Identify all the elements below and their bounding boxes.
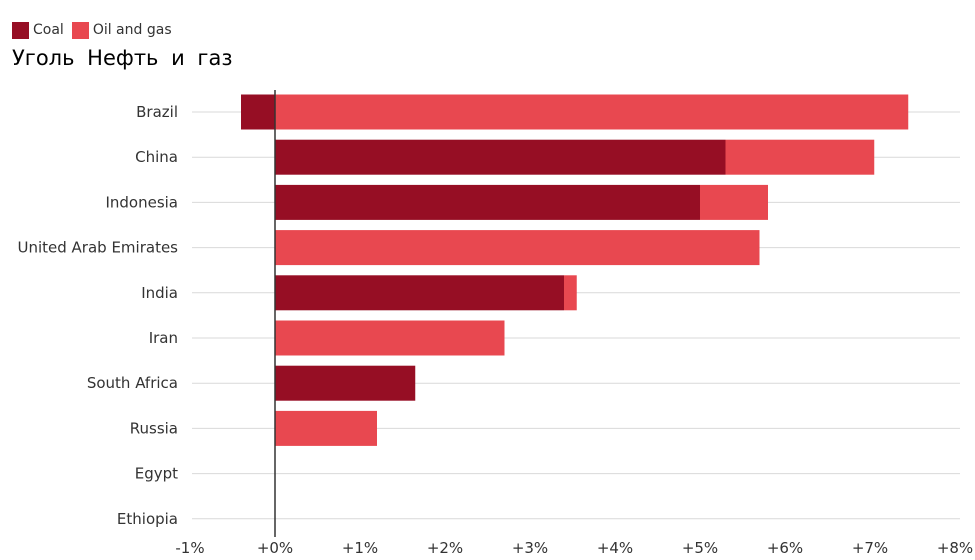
category-label-united-arab-emirates: United Arab Emirates xyxy=(17,239,178,257)
legend-item-coal: Coal xyxy=(12,21,64,39)
bar-iran-oil-and-gas xyxy=(275,320,505,356)
bar-south-africa-coal xyxy=(275,365,416,401)
category-label-egypt: Egypt xyxy=(135,465,178,483)
x-tick-7: +7% xyxy=(852,539,888,557)
bar-china-oil-and-gas xyxy=(725,139,875,175)
bars xyxy=(241,94,909,446)
x-tick-6: +6% xyxy=(767,539,803,557)
x-tick-5: +5% xyxy=(682,539,718,557)
legend-label-oil-gas: Oil and gas xyxy=(92,22,172,38)
bar-china-coal xyxy=(275,139,726,175)
category-label-china: China xyxy=(135,148,178,166)
category-label-indonesia: Indonesia xyxy=(105,193,178,211)
x-tick-4: +4% xyxy=(597,539,633,557)
x-tick-3: +3% xyxy=(512,539,548,557)
x-tick-1: +1% xyxy=(342,539,378,557)
x-tick-2: +2% xyxy=(427,539,463,557)
bar-united-arab-emirates-oil-and-gas xyxy=(275,230,760,266)
legend-swatch-oil-gas xyxy=(71,21,89,39)
x-tick-labels: -1% +0% +1% +2% +3% +4% +5% +6% +7% +8% xyxy=(175,539,973,557)
bar-india-coal xyxy=(275,275,564,311)
x-tick-8: +8% xyxy=(937,539,973,557)
legend-label-coal: Coal xyxy=(33,22,64,38)
x-tick-1-neg: -1% xyxy=(175,539,204,557)
category-label-russia: Russia xyxy=(130,419,178,437)
category-label-iran: Iran xyxy=(149,329,178,347)
bar-indonesia-oil-and-gas xyxy=(700,184,768,220)
bar-indonesia-coal xyxy=(275,184,700,220)
legend-swatch-coal xyxy=(12,21,29,39)
bar-russia-oil-and-gas xyxy=(275,410,377,446)
legend: Coal Oil and gas xyxy=(12,20,180,40)
bar-india-oil-and-gas xyxy=(564,275,577,311)
subtitle: Уголь Нефть и газ xyxy=(12,46,233,70)
x-tick-0: +0% xyxy=(257,539,293,557)
category-labels: Brazil China Indonesia United Arab Emirates… xyxy=(17,103,178,528)
category-label-india: India xyxy=(141,284,178,302)
category-label-brazil: Brazil xyxy=(136,103,178,121)
category-label-ethiopia: Ethiopia xyxy=(117,510,178,528)
legend-item-oil-gas: Oil and gas xyxy=(71,21,172,39)
bar-brazil-coal xyxy=(241,94,275,130)
bar-brazil-oil-and-gas xyxy=(275,94,909,130)
category-label-south-africa: South Africa xyxy=(87,374,178,392)
